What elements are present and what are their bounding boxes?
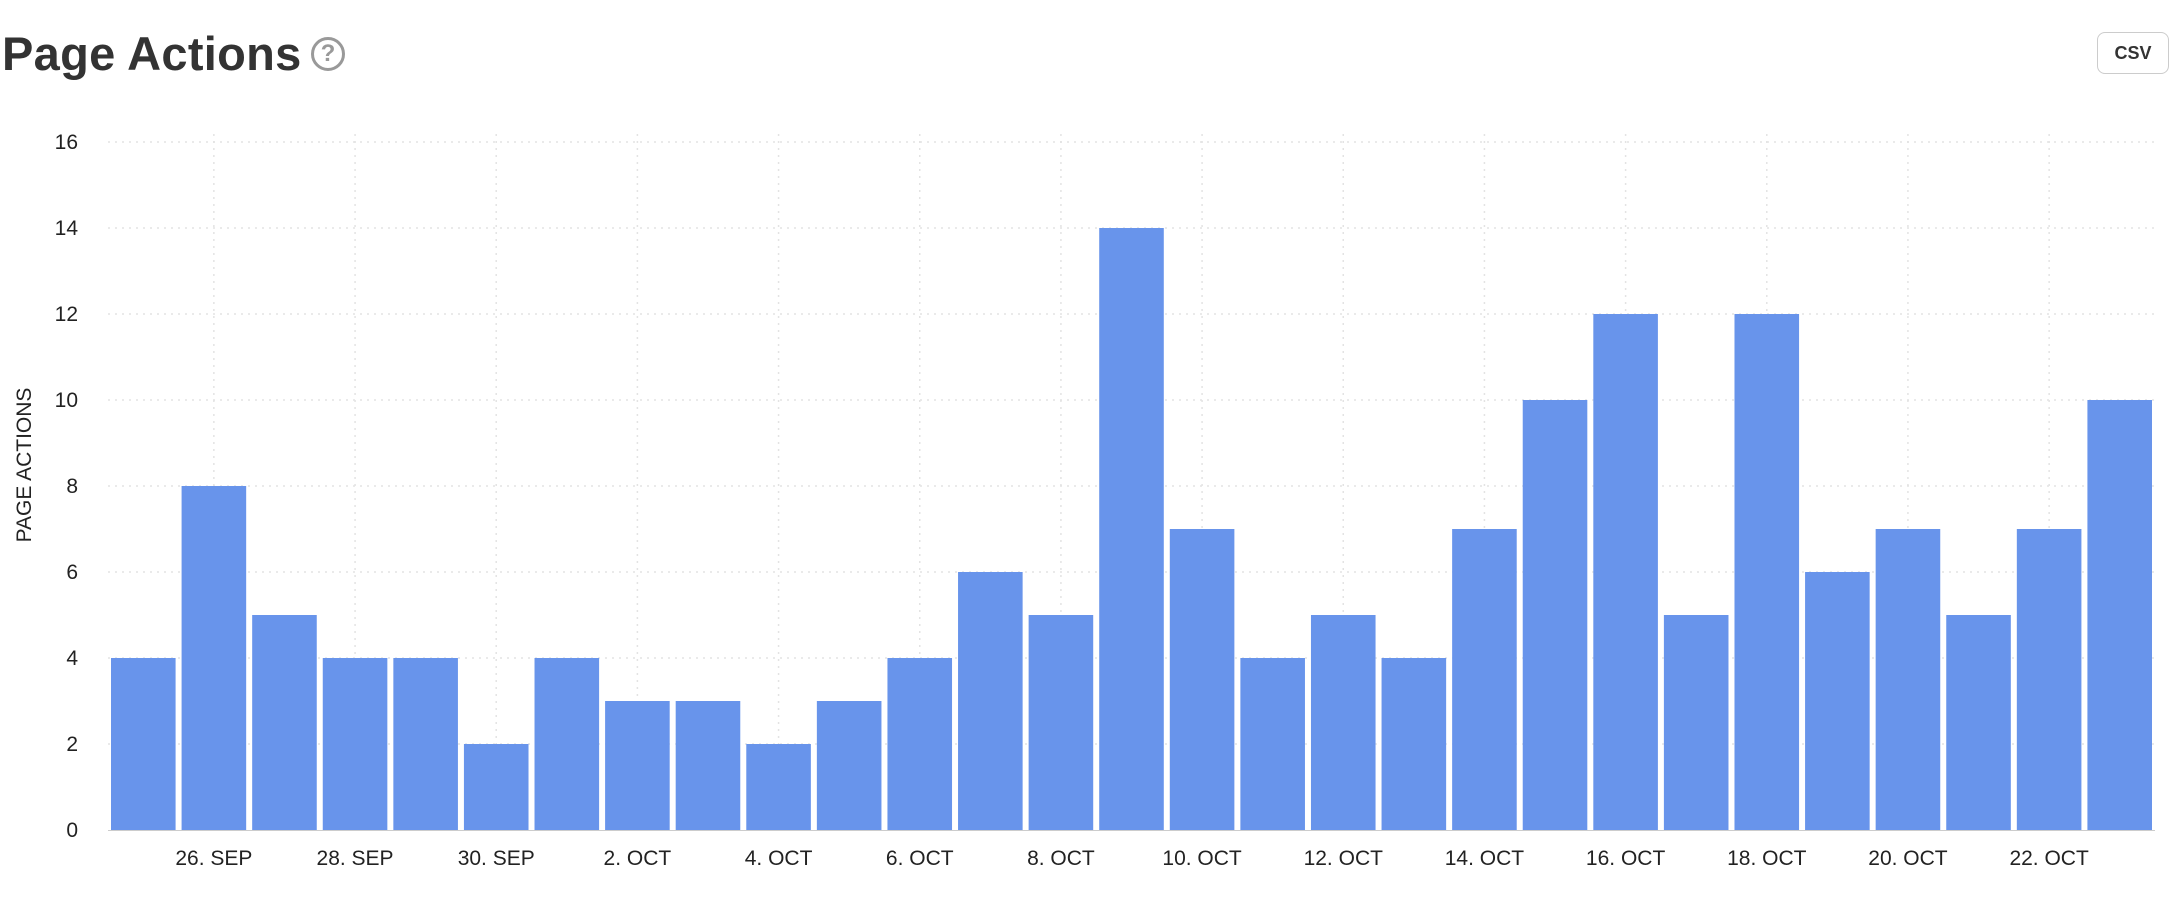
bar-21-oct[interactable] [1946, 615, 2011, 830]
x-tick-label: 30. SEP [458, 847, 535, 870]
bar-16-oct[interactable] [1593, 314, 1658, 830]
x-tick-label: 6. OCT [886, 847, 954, 870]
bar-5-oct[interactable] [816, 701, 882, 830]
bar-15-oct[interactable] [1522, 400, 1588, 830]
y-tick-label: 12 [55, 303, 78, 326]
bar-26-sep[interactable] [181, 486, 247, 830]
x-tick-label: 20. OCT [1868, 847, 1948, 870]
bar-9-oct[interactable] [1099, 228, 1164, 830]
bar-2-oct[interactable] [605, 701, 670, 830]
y-tick-label: 10 [55, 389, 78, 412]
bar-10-oct[interactable] [1169, 529, 1235, 830]
page-title: Page Actions [2, 27, 302, 80]
y-tick-label: 2 [66, 733, 78, 756]
x-tick-label: 28. SEP [317, 847, 394, 870]
x-tick-label: 10. OCT [1162, 847, 1242, 870]
bar-chart-container: 0 2 4 6 8 10 12 14 16 26. SEP 28. SEP 30. SEP 2. OC… [0, 110, 2180, 892]
x-tick-label: 26. SEP [175, 847, 252, 870]
y-tick-label: 14 [55, 217, 79, 240]
x-tick-label: 22. OCT [2009, 847, 2089, 870]
y-tick-label: 16 [55, 131, 78, 154]
chart-header: Page Actions ? CSV [0, 0, 2180, 110]
bar-22-oct[interactable] [2016, 529, 2082, 830]
y-tick-label: 4 [66, 647, 78, 670]
y-axis-title: PAGE ACTIONS [13, 388, 36, 543]
x-tick-label: 16. OCT [1586, 847, 1666, 870]
x-tick-label: 4. OCT [745, 847, 813, 870]
bar-20-oct[interactable] [1875, 529, 1941, 830]
y-tick-label: 0 [66, 819, 78, 842]
question-mark-circle-icon[interactable]: ? [311, 37, 345, 71]
bar-25-sep[interactable] [111, 658, 176, 830]
x-tick-label: 14. OCT [1445, 847, 1525, 870]
x-axis: 26. SEP 28. SEP 30. SEP 2. OCT 4. OCT 6. OCT 8… [108, 830, 2155, 870]
y-tick-label: 8 [66, 475, 78, 498]
bar-28-sep[interactable] [322, 658, 388, 830]
bar-7-oct[interactable] [958, 572, 1023, 830]
bar-30-sep[interactable] [463, 744, 529, 830]
bar-19-oct[interactable] [1805, 572, 1870, 830]
bar-13-oct[interactable] [1381, 658, 1447, 830]
bar-11-oct[interactable] [1240, 658, 1305, 830]
bars [111, 228, 2152, 830]
bar-6-oct[interactable] [887, 658, 953, 830]
bar-18-oct[interactable] [1734, 314, 1800, 830]
bar-14-oct[interactable] [1452, 529, 1517, 830]
x-tick-label: 2. OCT [604, 847, 672, 870]
bar-3-oct[interactable] [675, 701, 741, 830]
bar-chart: 0 2 4 6 8 10 12 14 16 26. SEP 28. SEP 30. SEP 2. OC… [13, 131, 2155, 870]
bar-29-sep[interactable] [393, 658, 458, 830]
y-axis: 0 2 4 6 8 10 12 14 16 [55, 131, 79, 842]
bar-27-sep[interactable] [252, 615, 317, 830]
bar-17-oct[interactable] [1663, 615, 1729, 830]
bar-4-oct[interactable] [746, 744, 811, 830]
y-tick-label: 6 [66, 561, 78, 584]
bar-8-oct[interactable] [1028, 615, 1094, 830]
bar-23-oct[interactable] [2087, 400, 2152, 830]
bar-1-oct[interactable] [534, 658, 600, 830]
x-tick-label: 8. OCT [1027, 847, 1095, 870]
x-tick-label: 18. OCT [1727, 847, 1807, 870]
bar-12-oct[interactable] [1310, 615, 1376, 830]
csv-export-button[interactable]: CSV [2097, 32, 2169, 74]
x-tick-label: 12. OCT [1304, 847, 1384, 870]
